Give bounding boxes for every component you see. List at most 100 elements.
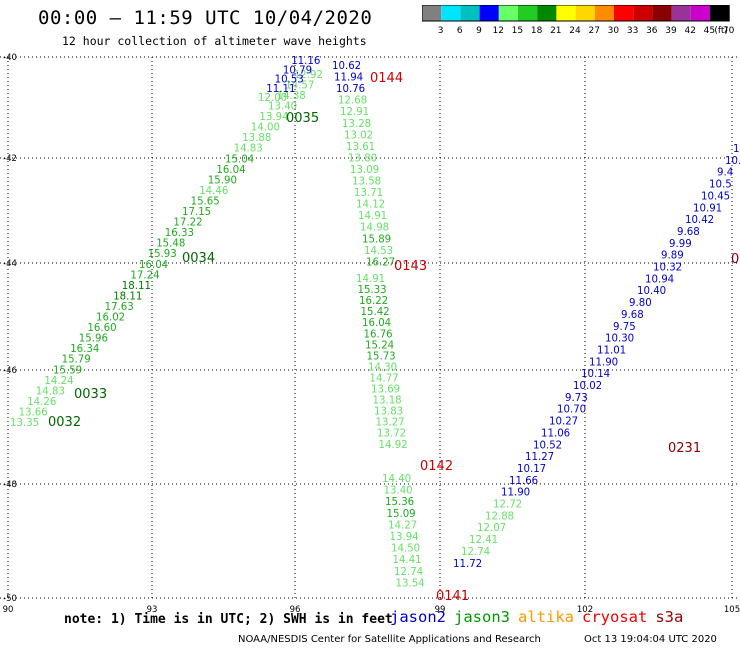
wave-height-value: 10.30 xyxy=(605,334,634,345)
wave-height-value: 13.18 xyxy=(373,396,402,407)
satellite-cryosat: cryosat xyxy=(582,608,648,626)
wave-height-value: 16.04 xyxy=(362,318,391,329)
generated-timestamp: Oct 13 19:04:04 UTC 2020 xyxy=(584,634,717,645)
wave-height-value: 13.02 xyxy=(344,130,373,141)
wave-height-value: 15.89 xyxy=(362,234,391,245)
longitude-labels: 90 93 96 99 102 105 xyxy=(3,605,740,615)
wave-height-value: 17.22 xyxy=(173,218,202,229)
wave-height-value: 16.33 xyxy=(165,228,194,239)
wave-height-value: 14.53 xyxy=(364,246,393,257)
satellite-jason3: jason3 xyxy=(454,608,510,626)
colorbar-swatch xyxy=(710,5,730,21)
wave-height-value: 13.69 xyxy=(371,385,400,396)
wave-height-value: 15.73 xyxy=(367,351,396,362)
wave-height-value: 17.24 xyxy=(130,270,159,281)
wave-height-value: 11.90 xyxy=(589,357,618,368)
wave-height-value: 10.45 xyxy=(701,191,730,202)
wave-height-value: 10.14 xyxy=(581,369,610,380)
colorbar-swatch xyxy=(594,5,614,21)
wave-height-value: 9.89 xyxy=(661,251,684,262)
wave-height-value: 16.22 xyxy=(359,296,388,307)
colorbar-swatch xyxy=(479,5,499,21)
wave-height-value: 13.40 xyxy=(384,486,413,497)
wave-height-value: 9.73 xyxy=(565,393,588,404)
colorbar-swatch xyxy=(441,5,461,21)
wave-height-value: 10.76 xyxy=(336,84,365,95)
colorbar-label: 24 xyxy=(569,26,581,36)
wave-height-value: 9.75 xyxy=(613,322,636,333)
wave-height-value: 13.71 xyxy=(354,188,383,199)
wave-height-value: 10.32 xyxy=(653,263,682,274)
wave-height-value: 15.33 xyxy=(358,285,387,296)
wave-height-value: 10.02 xyxy=(573,381,602,392)
wave-height-value: 13.61 xyxy=(346,142,375,153)
footer-note: note: 1) Time is in UTC; 2) SWH is in fe… xyxy=(64,612,393,627)
wave-height-value: 15.65 xyxy=(191,196,220,207)
wave-height-value: 10.94 xyxy=(645,274,674,285)
lat-tick-label: -50 xyxy=(3,594,17,604)
wave-height-value: 11.72 xyxy=(453,559,482,570)
pass-label-0231: 0231 xyxy=(668,441,701,456)
wave-height-value: 14.98 xyxy=(360,223,389,234)
wave-height-value: 11.16 xyxy=(291,56,320,67)
colorbar-label: 12 xyxy=(492,26,503,36)
wave-height-value: 14.92 xyxy=(379,440,408,451)
page-title: 00:00 – 11:59 UTC 10/04/2020 xyxy=(38,7,373,29)
wave-height-value: 10.91 xyxy=(693,203,722,214)
lat-tick-label: -40 xyxy=(3,53,17,63)
wave-height-value: 11.90 xyxy=(501,488,530,499)
wave-height-value: 11.66 xyxy=(509,476,538,487)
wave-height-value: 15.09 xyxy=(387,509,416,520)
wave-height-value: 9.68 xyxy=(677,227,700,238)
colorbar-swatch xyxy=(614,5,634,21)
wave-height-value: 14.38 xyxy=(277,91,306,102)
wave-height-value: 12.91 xyxy=(340,107,369,118)
satellite-legend: jason2 jason3 altika cryosat s3a xyxy=(390,608,691,626)
wave-height-value: 9.4 xyxy=(717,168,733,179)
wave-height-value: 13.28 xyxy=(342,119,371,130)
wave-height-value: 10. xyxy=(733,144,740,155)
colorbar-label: 36 xyxy=(646,26,658,36)
wave-height-value: 16.02 xyxy=(96,313,125,324)
colorbar-label: 42 xyxy=(684,26,695,36)
colorbar-swatch xyxy=(518,5,538,21)
wave-height-value: 15.79 xyxy=(62,355,91,366)
colorbar-label: 27 xyxy=(588,26,599,36)
wave-height-value: 12.92 xyxy=(294,70,323,81)
lon-tick-label: 99 xyxy=(435,605,446,615)
wave-height-value: 14.00 xyxy=(251,123,280,134)
pass-label-0142: 0142 xyxy=(420,459,453,474)
colorbar-swatch xyxy=(671,5,691,21)
lat-tick-label: -42 xyxy=(3,154,17,164)
wave-height-value: 9.80 xyxy=(629,298,652,309)
wave-height-value: 10.27 xyxy=(549,417,578,428)
wave-height-value: 13.94 xyxy=(259,112,288,123)
wave-height-value: 14.27 xyxy=(388,520,417,531)
wave-height-value: 9.68 xyxy=(621,310,644,321)
lat-tick-label: -46 xyxy=(3,366,17,376)
wave-height-value: 11.01 xyxy=(597,345,626,356)
wave-height-value: 14.40 xyxy=(382,474,411,485)
graticule-grid xyxy=(0,56,740,600)
colorbar-label: 33 xyxy=(627,26,638,36)
wave-height-value: 12.74 xyxy=(461,547,490,558)
wave-height-value: 14.83 xyxy=(234,144,263,155)
latitude-labels: -40 -42 -44 -46 -48 -50 xyxy=(3,53,17,604)
wave-height-value: 13.27 xyxy=(376,418,405,429)
wave-height-value: 18.11 xyxy=(122,281,151,292)
wave-height-value: 14.57 xyxy=(285,80,314,91)
pass-label-0033: 0033 xyxy=(74,387,107,402)
wave-height-value: 11.06 xyxy=(541,428,570,439)
wave-height-value: 12.07 xyxy=(477,523,506,534)
wave-height-value: 12.88 xyxy=(485,511,514,522)
wave-height-value: 15.90 xyxy=(208,175,237,186)
wave-height-value: 13.66 xyxy=(19,407,48,418)
colorbar-swatch xyxy=(422,5,442,21)
wave-height-value: 14.24 xyxy=(44,376,73,387)
pass-label-0141: 0141 xyxy=(436,589,469,604)
colorbar-swatch xyxy=(498,5,518,21)
page-subtitle: 12 hour collection of altimeter wave hei… xyxy=(62,34,367,48)
wave-height-value: 10.5 xyxy=(709,180,732,191)
colorbar-label: 6 xyxy=(457,26,463,36)
